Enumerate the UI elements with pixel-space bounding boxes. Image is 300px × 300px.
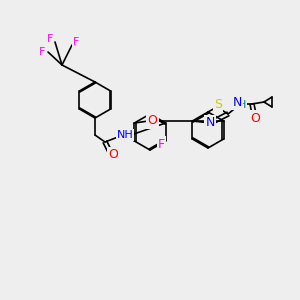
- Text: N: N: [232, 95, 242, 109]
- Text: H: H: [238, 100, 246, 110]
- Text: S: S: [214, 98, 222, 110]
- Text: F: F: [47, 34, 53, 44]
- Text: F: F: [73, 37, 79, 47]
- Text: F: F: [39, 47, 45, 57]
- Text: O: O: [108, 148, 118, 161]
- Text: NH: NH: [117, 130, 134, 140]
- Text: O: O: [148, 115, 157, 128]
- Text: N: N: [206, 116, 215, 130]
- Text: O: O: [250, 112, 260, 124]
- Text: F: F: [158, 137, 165, 151]
